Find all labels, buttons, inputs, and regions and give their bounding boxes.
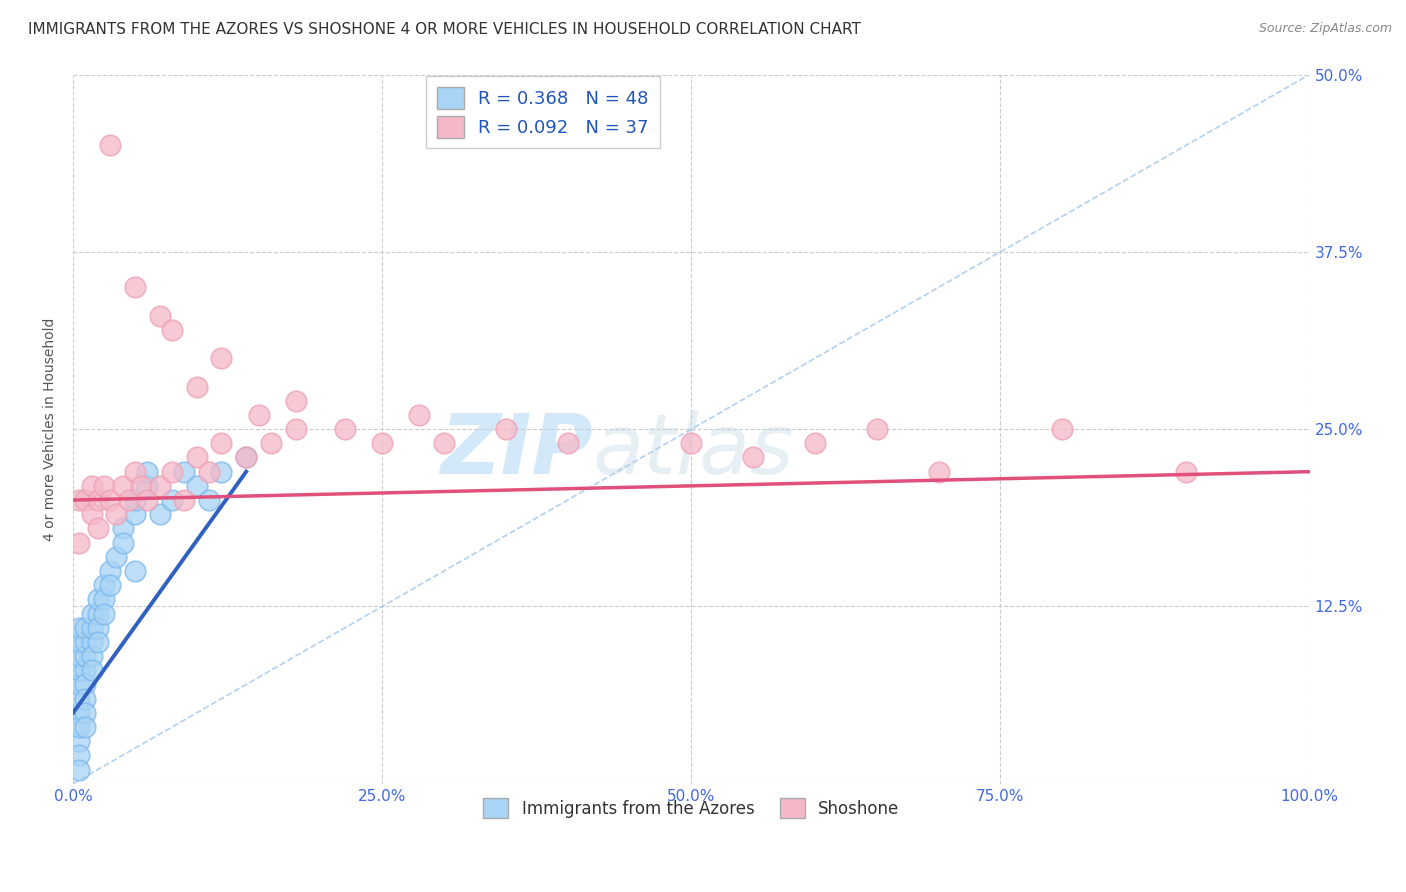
Point bbox=[1174, 465, 1197, 479]
Point bbox=[198, 465, 221, 479]
Text: IMMIGRANTS FROM THE AZORES VS SHOSHONE 4 OR MORE VEHICLES IN HOUSEHOLD CORRELATI: IMMIGRANTS FROM THE AZORES VS SHOSHONE 4… bbox=[28, 22, 860, 37]
Point bbox=[75, 677, 97, 691]
Point bbox=[98, 138, 121, 153]
Point bbox=[149, 479, 172, 493]
Text: ZIP: ZIP bbox=[440, 410, 592, 491]
Point bbox=[75, 649, 97, 664]
Point bbox=[67, 748, 90, 763]
Legend: Immigrants from the Azores, Shoshone: Immigrants from the Azores, Shoshone bbox=[477, 791, 905, 825]
Point bbox=[136, 479, 159, 493]
Point bbox=[211, 465, 233, 479]
Point bbox=[260, 436, 283, 450]
Point bbox=[105, 507, 128, 521]
Point bbox=[80, 507, 103, 521]
Point bbox=[136, 465, 159, 479]
Point bbox=[67, 493, 90, 508]
Point bbox=[804, 436, 827, 450]
Point bbox=[87, 621, 110, 635]
Point bbox=[75, 720, 97, 734]
Point bbox=[75, 493, 97, 508]
Point bbox=[105, 549, 128, 564]
Point bbox=[742, 450, 765, 465]
Point bbox=[67, 677, 90, 691]
Point bbox=[284, 393, 307, 408]
Point bbox=[111, 521, 134, 535]
Point bbox=[111, 479, 134, 493]
Point bbox=[67, 663, 90, 677]
Point bbox=[495, 422, 517, 436]
Point bbox=[75, 621, 97, 635]
Point bbox=[124, 507, 146, 521]
Point bbox=[186, 479, 208, 493]
Point bbox=[75, 691, 97, 706]
Point bbox=[186, 450, 208, 465]
Point bbox=[557, 436, 579, 450]
Point bbox=[211, 436, 233, 450]
Point bbox=[1052, 422, 1074, 436]
Point bbox=[211, 351, 233, 366]
Point bbox=[80, 479, 103, 493]
Point bbox=[67, 621, 90, 635]
Point bbox=[75, 663, 97, 677]
Point bbox=[80, 635, 103, 649]
Point bbox=[136, 493, 159, 508]
Point bbox=[235, 450, 257, 465]
Point bbox=[433, 436, 456, 450]
Point bbox=[67, 691, 90, 706]
Point bbox=[93, 479, 115, 493]
Point bbox=[67, 706, 90, 720]
Point bbox=[186, 379, 208, 393]
Point bbox=[80, 607, 103, 621]
Point bbox=[67, 734, 90, 748]
Point bbox=[67, 535, 90, 549]
Point bbox=[129, 479, 152, 493]
Point bbox=[87, 493, 110, 508]
Point bbox=[98, 564, 121, 578]
Point bbox=[235, 450, 257, 465]
Point bbox=[93, 592, 115, 607]
Point bbox=[98, 493, 121, 508]
Point bbox=[173, 493, 195, 508]
Point bbox=[149, 309, 172, 323]
Point bbox=[87, 521, 110, 535]
Text: atlas: atlas bbox=[592, 410, 794, 491]
Point bbox=[408, 408, 430, 422]
Point bbox=[247, 408, 270, 422]
Point bbox=[67, 635, 90, 649]
Point bbox=[124, 493, 146, 508]
Point bbox=[124, 465, 146, 479]
Point bbox=[80, 649, 103, 664]
Point bbox=[928, 465, 950, 479]
Point bbox=[173, 465, 195, 479]
Point bbox=[93, 607, 115, 621]
Text: Source: ZipAtlas.com: Source: ZipAtlas.com bbox=[1258, 22, 1392, 36]
Point bbox=[124, 564, 146, 578]
Point bbox=[118, 493, 141, 508]
Point bbox=[80, 663, 103, 677]
Point bbox=[67, 763, 90, 777]
Point bbox=[371, 436, 394, 450]
Point bbox=[87, 635, 110, 649]
Point bbox=[98, 578, 121, 592]
Point bbox=[284, 422, 307, 436]
Point bbox=[93, 578, 115, 592]
Point bbox=[160, 323, 183, 337]
Point bbox=[681, 436, 703, 450]
Point bbox=[87, 607, 110, 621]
Point bbox=[198, 493, 221, 508]
Point bbox=[160, 465, 183, 479]
Point bbox=[67, 720, 90, 734]
Point bbox=[80, 621, 103, 635]
Point bbox=[75, 635, 97, 649]
Point bbox=[111, 535, 134, 549]
Y-axis label: 4 or more Vehicles in Household: 4 or more Vehicles in Household bbox=[44, 318, 58, 541]
Point bbox=[866, 422, 889, 436]
Point bbox=[67, 649, 90, 664]
Point bbox=[160, 493, 183, 508]
Point bbox=[124, 280, 146, 294]
Point bbox=[333, 422, 356, 436]
Point bbox=[75, 706, 97, 720]
Point bbox=[87, 592, 110, 607]
Point bbox=[149, 507, 172, 521]
